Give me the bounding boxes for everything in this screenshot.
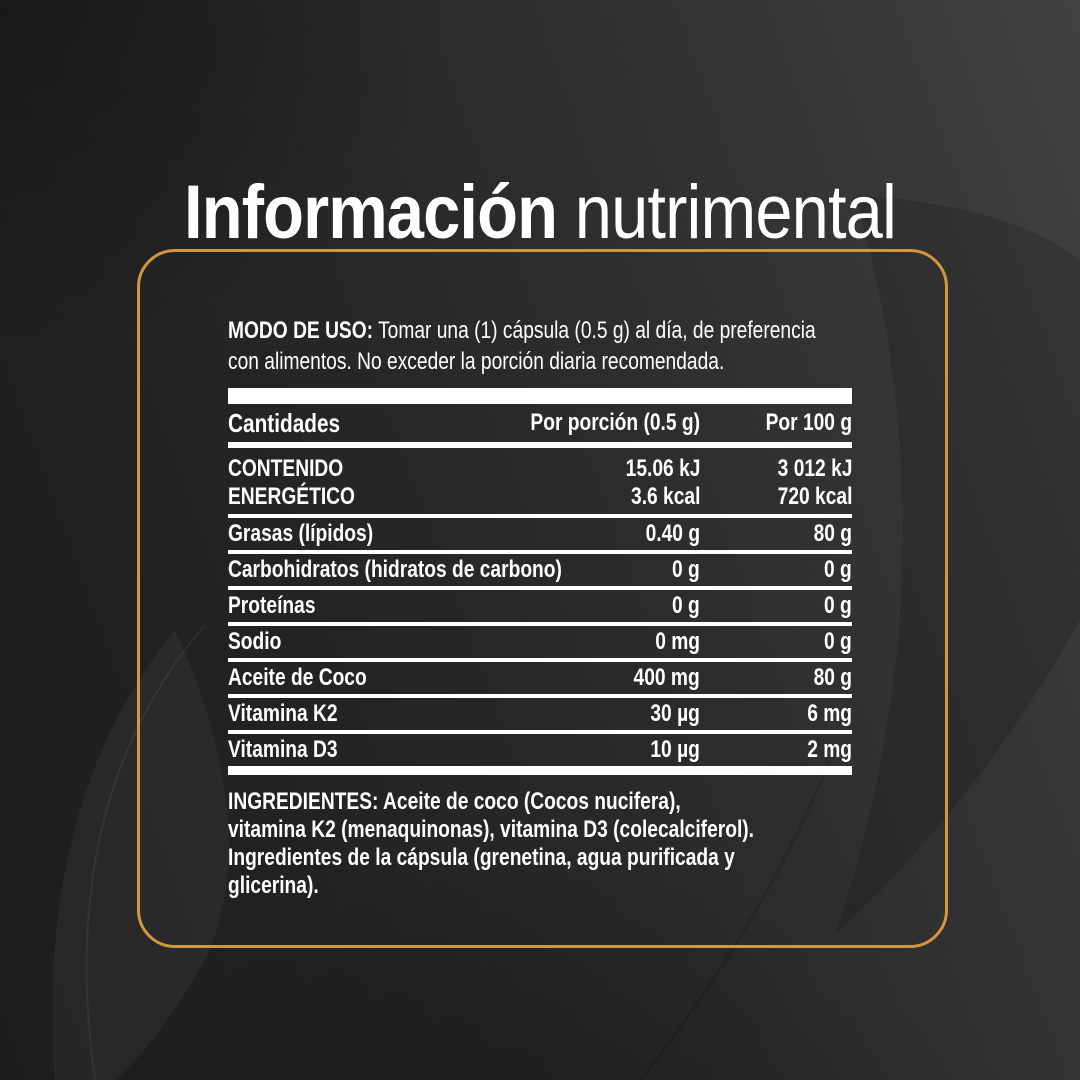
usage-label: MODO DE USO: xyxy=(228,317,374,344)
energy-per-serving-value: 15.06 kJ 3.6 kcal xyxy=(625,455,700,511)
nutrient-row: Grasas (lípidos) 0.40 g 80 g xyxy=(228,518,852,550)
page-title: Información nutrimental xyxy=(65,169,1015,257)
nutrient-label: Vitamina K2 xyxy=(228,700,338,727)
energy-label-line1: CONTENIDO xyxy=(228,455,344,482)
nutrient-label: Carbohidratos (hidratos de carbono) xyxy=(228,556,562,583)
separator-line xyxy=(228,622,852,626)
nutrient-row: Vitamina D3 10 µg 2 mg xyxy=(228,734,852,766)
energy-kj-serving: 15.06 kJ xyxy=(625,455,700,482)
ingredients-line-3: Ingredientes de la cápsula (grenetina, a… xyxy=(228,844,735,871)
nutrient-row: Sodio 0 mg 0 g xyxy=(228,626,852,658)
separator-line xyxy=(228,658,852,662)
ingredients-line-1: INGREDIENTES: Aceite de coco (Cocos nuci… xyxy=(228,788,681,815)
separator-line xyxy=(228,694,852,698)
nutrient-row: Proteínas 0 g 0 g xyxy=(228,590,852,622)
table-bottom-bar xyxy=(228,766,852,775)
per-100g-value: 0 g xyxy=(824,556,852,583)
title-word-nutrimental: nutrimental xyxy=(574,169,897,255)
energy-per-100g-value: 3 012 kJ 720 kcal xyxy=(777,455,852,511)
per-serving-value: 30 µg xyxy=(650,700,700,727)
title-word-informacion: Información xyxy=(184,169,558,255)
usage-line-2: con alimentos. No exceder la porción dia… xyxy=(228,348,725,375)
nutrient-label: Aceite de Coco xyxy=(228,664,367,691)
ingredients-line-4: glicerina). xyxy=(228,872,319,899)
nutrient-label: Vitamina D3 xyxy=(228,736,338,763)
per-100g-value: 0 g xyxy=(824,592,852,619)
per-serving-value: 0.40 g xyxy=(645,520,700,547)
ingredients-text: INGREDIENTES: Aceite de coco (Cocos nuci… xyxy=(228,788,852,900)
usage-text-1: Tomar una (1) cápsula (0.5 g) al día, de… xyxy=(378,317,816,344)
ingredients-line-2: vitamina K2 (menaquinonas), vitamina D3 … xyxy=(228,816,755,843)
energy-label: CONTENIDO ENERGÉTICO xyxy=(228,455,355,511)
nutrient-row: Vitamina K2 30 µg 6 mg xyxy=(228,698,852,730)
energy-kcal-100g: 720 kcal xyxy=(777,483,852,510)
nutrient-label: Grasas (lípidos) xyxy=(228,520,374,547)
per-serving-value: 0 g xyxy=(672,556,700,583)
header-por-100g: Por 100 g xyxy=(765,409,852,436)
table-header-row: Cantidades Por porción (0.5 g) Por 100 g xyxy=(228,404,852,442)
per-serving-value: 0 g xyxy=(672,592,700,619)
separator-line xyxy=(228,730,852,734)
nutrient-label: Sodio xyxy=(228,628,282,655)
header-cantidades: Cantidades xyxy=(228,408,341,438)
header-separator-line xyxy=(228,442,852,448)
nutrition-table: Cantidades Por porción (0.5 g) Por 100 g… xyxy=(228,388,852,775)
energy-label-line2: ENERGÉTICO xyxy=(228,483,355,510)
per-100g-value: 2 mg xyxy=(807,736,852,763)
separator-line xyxy=(228,550,852,554)
per-serving-value: 10 µg xyxy=(650,736,700,763)
energy-row: CONTENIDO ENERGÉTICO 15.06 kJ 3.6 kcal 3… xyxy=(228,448,852,514)
nutrition-label-panel: MODO DE USO: Tomar una (1) cápsula (0.5 … xyxy=(137,249,948,948)
label-content: MODO DE USO: Tomar una (1) cápsula (0.5 … xyxy=(228,252,852,900)
header-por-porcion: Por porción (0.5 g) xyxy=(530,409,700,436)
usage-line-1: MODO DE USO: Tomar una (1) cápsula (0.5 … xyxy=(228,315,816,346)
per-serving-value: 0 mg xyxy=(655,628,700,655)
nutrient-row: Carbohidratos (hidratos de carbono) 0 g … xyxy=(228,554,852,586)
separator-line xyxy=(228,514,852,518)
nutrient-label: Proteínas xyxy=(228,592,316,619)
separator-line xyxy=(228,586,852,590)
per-100g-value: 80 g xyxy=(813,664,852,691)
per-100g-value: 80 g xyxy=(813,520,852,547)
nutrient-row: Aceite de Coco 400 mg 80 g xyxy=(228,662,852,694)
per-serving-value: 400 mg xyxy=(633,664,700,691)
energy-kcal-serving: 3.6 kcal xyxy=(630,483,700,510)
table-top-bar xyxy=(228,388,852,404)
per-100g-value: 6 mg xyxy=(807,700,852,727)
per-100g-value: 0 g xyxy=(824,628,852,655)
energy-kj-100g: 3 012 kJ xyxy=(777,455,852,482)
usage-instructions: MODO DE USO: Tomar una (1) cápsula (0.5 … xyxy=(228,315,852,377)
